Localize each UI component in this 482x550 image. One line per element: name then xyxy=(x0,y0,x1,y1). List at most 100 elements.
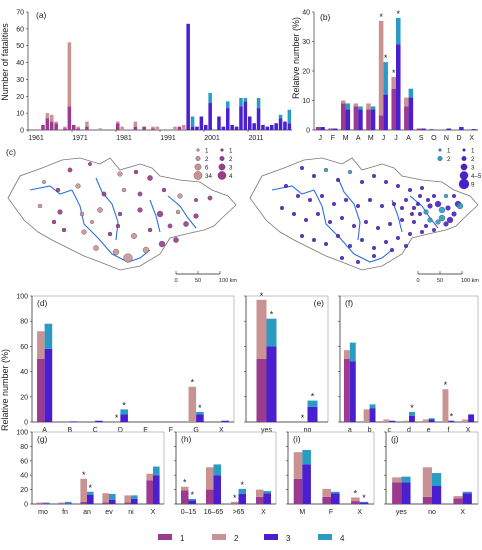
x-tick-label: X xyxy=(460,509,465,516)
bar-segment xyxy=(263,493,271,504)
bar-segment xyxy=(322,496,331,504)
significance-star: * xyxy=(384,53,388,63)
event-marker xyxy=(399,217,405,223)
bar-segment xyxy=(409,415,415,422)
river-line xyxy=(167,195,197,229)
bar-segment xyxy=(36,503,43,504)
event-marker xyxy=(343,197,349,203)
significance-star: * xyxy=(444,380,448,390)
bar-segment xyxy=(396,44,401,131)
bar-segment xyxy=(256,359,267,422)
event-marker xyxy=(299,165,305,171)
bar-segment xyxy=(389,420,396,422)
scale-bar-label: 50 xyxy=(437,278,443,284)
event-marker xyxy=(411,205,417,211)
event-marker xyxy=(291,211,297,217)
scale-bar-label: 50 xyxy=(195,278,201,284)
event-marker xyxy=(117,211,123,217)
x-tick-label: yes xyxy=(396,509,407,516)
event-marker xyxy=(395,235,401,241)
x-tick-label: M xyxy=(343,135,349,142)
bar-segment xyxy=(196,414,204,422)
x-tick-label: A xyxy=(406,135,411,142)
event-marker xyxy=(93,245,99,251)
bar-segment xyxy=(131,498,138,504)
bar-segment xyxy=(446,128,452,130)
event-marker xyxy=(173,237,179,243)
bar-segment xyxy=(65,501,72,504)
event-marker xyxy=(431,193,437,199)
bar-segment xyxy=(462,491,472,494)
bar-segment xyxy=(155,126,160,130)
bar-segment xyxy=(408,88,414,98)
bar-segment xyxy=(50,121,54,130)
country-border xyxy=(7,157,237,271)
bar-segment xyxy=(383,62,388,95)
bar-segment xyxy=(448,420,455,422)
x-tick-label: 1991 xyxy=(160,135,176,142)
legend-marker-label: 1 xyxy=(229,147,233,154)
bar-segment xyxy=(358,109,363,130)
event-marker xyxy=(67,167,73,173)
bar-segment xyxy=(124,495,131,503)
bar-segment xyxy=(243,97,248,102)
bar-segment xyxy=(43,503,50,504)
bar-segment xyxy=(404,106,409,130)
bar-segment xyxy=(239,97,243,107)
event-marker xyxy=(158,240,166,248)
bar-segment xyxy=(206,489,214,504)
bar-segment xyxy=(345,109,351,130)
y-tick-label: 40 xyxy=(20,473,28,480)
event-marker xyxy=(443,193,449,199)
x-tick-label: E xyxy=(143,427,148,434)
legend-marker xyxy=(460,163,468,171)
event-marker xyxy=(327,219,333,225)
event-marker xyxy=(97,207,103,213)
bar-segment xyxy=(351,501,360,504)
bar-segment xyxy=(266,318,277,347)
event-marker xyxy=(177,193,183,199)
legend-marker-label: 9 xyxy=(471,181,475,188)
bar-segment xyxy=(72,124,76,130)
scale-bar-label: 100 km xyxy=(219,278,237,284)
x-tick-label: ni xyxy=(128,509,134,516)
bar-segment xyxy=(256,489,264,497)
significance-star: * xyxy=(198,403,202,413)
x-tick-label: 16–65 xyxy=(204,509,224,516)
significance-star: * xyxy=(89,483,93,493)
panel-frame xyxy=(31,431,165,505)
event-marker xyxy=(57,209,63,215)
x-tick-label: ev xyxy=(105,509,113,516)
panel-frame xyxy=(31,295,235,423)
x-tick-label: J xyxy=(319,135,323,142)
bar-segment xyxy=(188,500,196,504)
bar-segment xyxy=(422,467,432,497)
x-tick-label: X xyxy=(219,427,224,434)
bar-segment xyxy=(256,299,267,359)
event-marker xyxy=(331,201,337,207)
bar-segment xyxy=(248,116,252,130)
bar-segment xyxy=(95,420,103,422)
x-tick-label: M xyxy=(368,135,374,142)
bar-segment xyxy=(181,490,189,504)
legend-marker xyxy=(194,163,202,171)
event-marker xyxy=(175,209,181,215)
legend-marker xyxy=(458,178,470,190)
event-marker xyxy=(161,187,167,193)
country-border xyxy=(249,157,479,271)
x-tick-label: B xyxy=(68,427,73,434)
event-marker xyxy=(335,177,341,183)
bar-segment xyxy=(391,76,396,89)
bar-segment xyxy=(343,359,350,422)
bar-segment xyxy=(359,502,369,504)
legend-marker xyxy=(195,156,201,161)
bar-segment xyxy=(206,467,214,490)
bar-segment xyxy=(422,496,432,504)
legend-label: 4 xyxy=(340,534,345,543)
legend-label: 3 xyxy=(286,534,291,543)
event-marker xyxy=(167,223,173,229)
bar-segment xyxy=(432,486,442,504)
bar-segment xyxy=(392,482,402,504)
bar-segment xyxy=(453,498,463,504)
